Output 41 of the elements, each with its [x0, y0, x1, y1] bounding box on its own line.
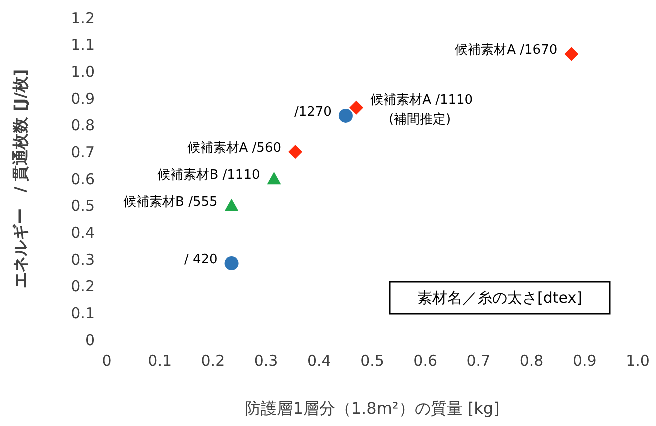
y-tick-label: 1.0: [71, 62, 95, 81]
x-axis-title: 防護層1層分（1.8m²）の質量 [kg]: [245, 399, 500, 418]
annotation: 候補素材A /1670: [455, 43, 558, 58]
y-tick-label: 0.6: [71, 170, 95, 188]
x-tick-label: 0.6: [414, 352, 438, 370]
y-tick-label: 0.8: [71, 116, 95, 135]
x-tick-label: 0.2: [201, 352, 226, 370]
point: [288, 145, 303, 160]
x-tick-label: 0.5: [360, 352, 384, 370]
x-tick-label: 0.8: [520, 352, 544, 370]
x-tick-label: 0.7: [466, 352, 491, 370]
annotation: / 420: [184, 252, 218, 268]
annotation: 候補素材A /560: [187, 141, 282, 156]
x-tick-label: 0.3: [254, 352, 278, 370]
y-tick-label: 0.9: [71, 90, 95, 108]
y-axis-title: エネルギー / 貫通枚数 [J/枚]: [11, 69, 30, 289]
annotation: 候補素材A /1110 (補間推定): [370, 92, 474, 128]
y-tick-label: 0.5: [71, 197, 95, 216]
point: [564, 47, 579, 62]
point: [338, 108, 353, 123]
y-tick-label: 0: [85, 331, 95, 350]
point: [224, 198, 239, 212]
x-tick-label: 1.0: [626, 352, 650, 370]
annotation: 候補素材B /1110: [158, 168, 260, 183]
y-tick-label: 0.1: [71, 304, 95, 322]
x-tick-label: 0.9: [572, 352, 597, 370]
y-tick-label: 0.2: [71, 278, 95, 296]
x-tick-label: 0.4: [307, 352, 332, 370]
point: [350, 100, 364, 115]
y-tick-label: 1.2: [71, 9, 95, 28]
point: [224, 256, 239, 271]
x-tick-label: 0: [102, 352, 112, 370]
y-tick-label: 0.7: [71, 143, 95, 162]
annotation: 候補素材B /555: [124, 194, 218, 210]
point: [267, 172, 282, 185]
y-tick-label: 0.4: [71, 224, 95, 242]
x-tick-label: 0.1: [148, 352, 172, 370]
y-tick-label: 1.1: [71, 36, 95, 54]
y-tick-label: 0.3: [71, 250, 95, 269]
annotation: /1270: [294, 104, 332, 120]
annotation: 素材名／糸の太さ[dtex]: [418, 289, 582, 307]
